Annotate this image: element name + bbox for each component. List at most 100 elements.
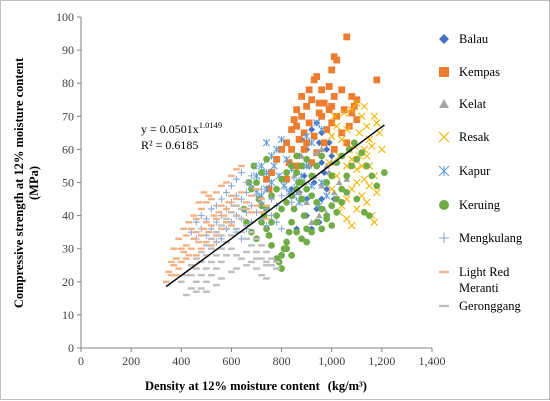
point-geronggang: [187, 273, 195, 277]
point-resak: [370, 112, 379, 121]
point-keruing: [288, 192, 295, 200]
point-keruing: [353, 195, 361, 203]
point-keruing: [303, 238, 311, 246]
point-resak: [373, 188, 381, 197]
point-geronggang: [243, 224, 250, 227]
point-kempas: [285, 159, 293, 167]
point-keruing: [273, 185, 280, 193]
legend-item-resak: Resak: [438, 130, 490, 144]
legend-label: Meranti: [459, 281, 499, 295]
x-tick-label: 400: [172, 354, 190, 368]
point-geronggang: [253, 267, 260, 270]
point-keruing: [323, 179, 331, 186]
point-light-red-meranti: [223, 221, 230, 224]
point-geronggang: [202, 290, 210, 293]
point-balau: [323, 146, 331, 153]
point-light-red-meranti: [202, 240, 210, 244]
point-kapur: [262, 139, 271, 147]
point-resak: [368, 142, 376, 150]
point-resak: [327, 185, 336, 193]
legend-marker-kelat: [439, 99, 449, 108]
point-light-red-meranti: [228, 224, 235, 227]
point-resak: [327, 132, 336, 140]
point-keruing: [345, 146, 353, 153]
point-keruing: [363, 162, 371, 170]
legend-label: Kelat: [459, 97, 487, 111]
point-keruing: [328, 202, 336, 210]
point-kempas: [283, 175, 290, 183]
point-mengkulang: [248, 172, 255, 180]
point-mengkulang: [197, 212, 205, 219]
trendline-equation-base: y = 0.0501x: [141, 122, 199, 136]
point-geronggang: [248, 260, 255, 264]
point-keruing: [273, 255, 280, 263]
point-kelat: [313, 149, 321, 156]
legend-item-mengkulang: Mengkulang: [439, 231, 523, 245]
point-resak: [352, 99, 361, 107]
point-kempas: [348, 109, 356, 117]
y-tick-label: 60: [62, 142, 74, 156]
point-light-red-meranti: [248, 211, 255, 214]
point-geronggang: [197, 250, 205, 254]
point-geronggang: [218, 234, 225, 237]
legend-label: Balau: [459, 32, 489, 46]
point-keruing: [373, 182, 381, 190]
point-geronggang: [197, 287, 205, 290]
point-kempas: [293, 122, 301, 130]
point-light-red-meranti: [212, 191, 220, 194]
point-kapur: [317, 125, 326, 134]
point-geronggang: [263, 264, 270, 267]
point-geronggang: [238, 217, 245, 221]
point-kempas: [315, 99, 323, 107]
point-keruing: [380, 169, 388, 176]
point-geronggang: [218, 277, 225, 280]
point-kempas: [290, 116, 298, 124]
point-keruing: [293, 152, 301, 160]
point-keruing: [278, 175, 285, 183]
point-kempas: [308, 96, 316, 104]
point-kapur: [302, 162, 311, 170]
point-kempas: [323, 126, 331, 133]
point-light-red-meranti: [172, 273, 180, 277]
point-resak: [347, 105, 356, 114]
point-geronggang: [233, 267, 240, 270]
point-light-red-meranti: [228, 194, 235, 197]
point-light-red-meranti: [205, 230, 213, 234]
point-keruing: [308, 192, 316, 200]
y-tick-label: 30: [62, 242, 74, 256]
point-kelat: [335, 179, 343, 186]
point-kelat: [308, 218, 316, 225]
point-light-red-meranti: [167, 273, 175, 277]
series-light-red-meranti: [162, 164, 270, 283]
point-light-red-meranti: [195, 240, 203, 244]
legend-marker-geronggang: [439, 304, 449, 308]
point-light-red-meranti: [243, 207, 250, 211]
point-geronggang: [228, 234, 235, 237]
point-geronggang: [238, 257, 245, 260]
point-light-red-meranti: [167, 260, 175, 264]
point-light-red-meranti: [212, 217, 220, 221]
trendline-equation: y = 0.0501x1.0149: [141, 120, 222, 136]
point-kempas: [303, 139, 311, 147]
point-geronggang: [202, 244, 210, 247]
point-kempas: [328, 102, 336, 110]
point-kapur: [270, 162, 278, 170]
point-balau: [310, 179, 318, 186]
point-light-red-meranti: [202, 201, 210, 204]
legend-marker-resak: [438, 131, 450, 143]
point-geronggang: [192, 257, 200, 260]
point-geronggang: [253, 250, 260, 254]
point-kelat: [295, 189, 303, 196]
point-kempas: [333, 56, 341, 64]
point-keruing: [313, 198, 321, 206]
point-kempas: [353, 96, 361, 104]
legend-marker-kempas: [439, 67, 449, 77]
point-kapur: [262, 168, 271, 177]
point-keruing: [288, 251, 295, 259]
point-kempas: [293, 162, 301, 170]
point-keruing: [358, 149, 366, 157]
legend-marker-keruing: [439, 200, 449, 210]
point-mengkulang: [218, 195, 225, 203]
point-mengkulang: [248, 182, 255, 190]
